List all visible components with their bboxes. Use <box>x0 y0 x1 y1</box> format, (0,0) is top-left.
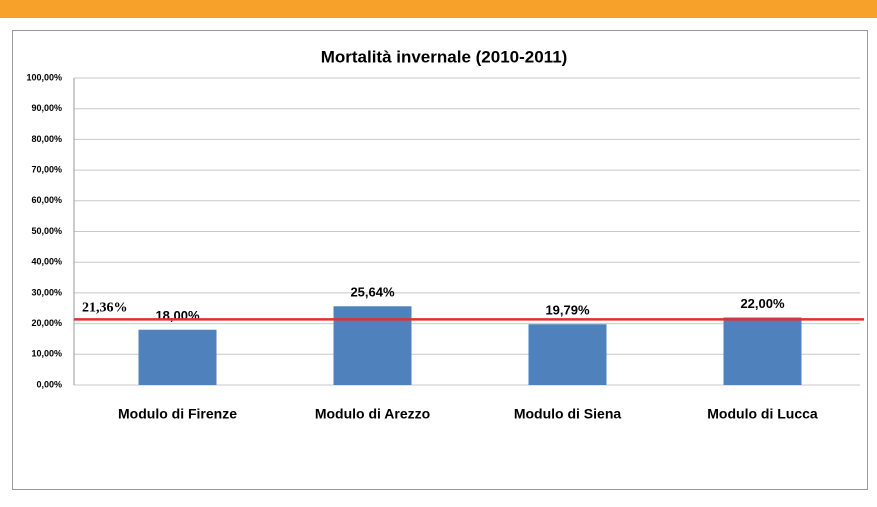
y-tick-label: 20,00% <box>31 318 62 328</box>
x-tick-label: Modulo di Firenze <box>118 406 237 422</box>
x-tick-label: Modulo di Lucca <box>707 406 818 422</box>
reference-label: 21,36% <box>82 301 128 316</box>
data-label: 25,64% <box>350 285 395 300</box>
y-tick-label: 80,00% <box>31 134 62 144</box>
y-tick-label: 100,00% <box>26 72 62 82</box>
x-tick-label: Modulo di Arezzo <box>315 406 430 422</box>
y-tick-label: 70,00% <box>31 164 62 174</box>
y-tick-label: 50,00% <box>31 226 62 236</box>
chart-title: Mortalità invernale (2010-2011) <box>321 47 568 66</box>
x-tick-label: Modulo di Siena <box>514 406 622 422</box>
y-tick-label: 10,00% <box>31 349 62 359</box>
y-tick-label: 30,00% <box>31 287 62 297</box>
y-tick-label: 0,00% <box>36 379 62 389</box>
y-tick-label: 90,00% <box>31 103 62 113</box>
bar <box>138 329 217 385</box>
bar <box>333 306 412 385</box>
bar <box>528 324 607 385</box>
data-label: 19,79% <box>545 303 590 318</box>
top-bar <box>0 0 877 18</box>
data-label: 22,00% <box>740 296 785 311</box>
data-label: 18,00% <box>155 308 200 323</box>
bar <box>723 317 802 385</box>
chart-frame <box>12 30 868 490</box>
y-tick-label: 60,00% <box>31 195 62 205</box>
y-tick-label: 40,00% <box>31 257 62 267</box>
